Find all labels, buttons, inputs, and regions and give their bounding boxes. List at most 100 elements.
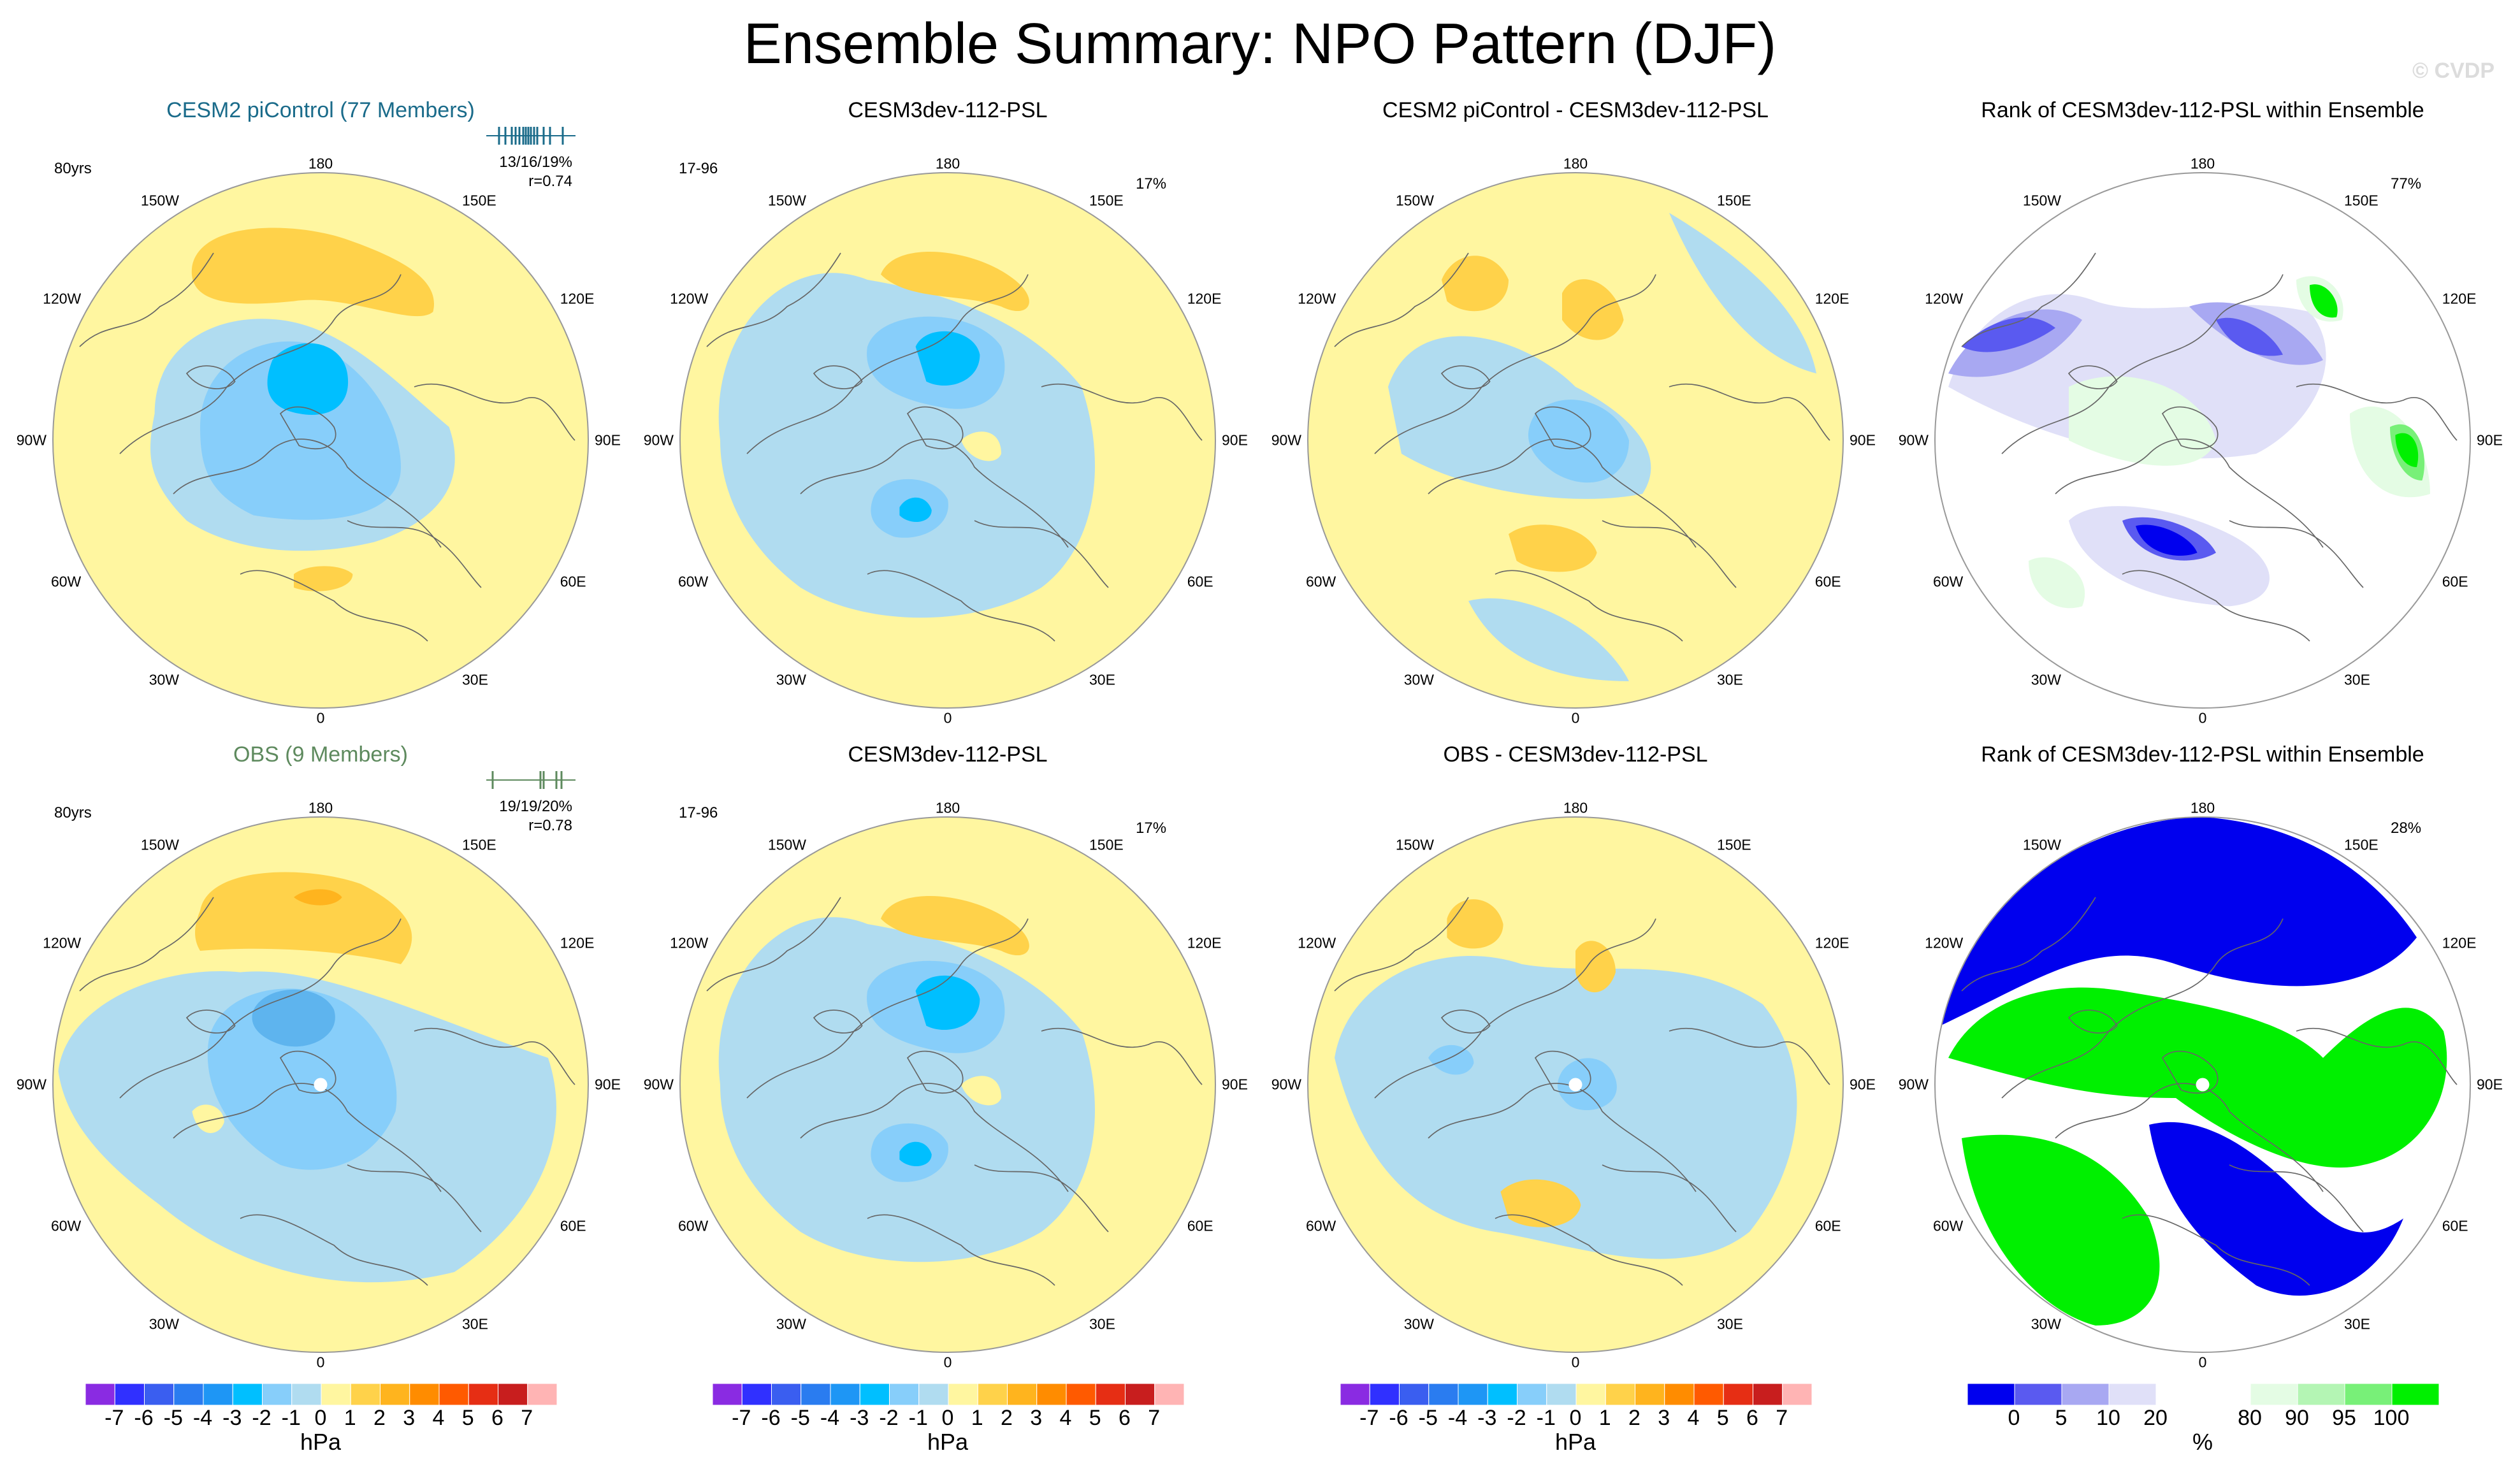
colorbar-tick-label: -3 bbox=[1477, 1406, 1497, 1430]
coastline bbox=[867, 570, 1055, 642]
coastline bbox=[2001, 274, 2284, 454]
longitude-label: 30W bbox=[2031, 671, 2061, 688]
longitude-label: 30W bbox=[776, 671, 806, 688]
longitude-label: 90E bbox=[1850, 431, 1876, 449]
colorbar-swatch bbox=[1125, 1383, 1155, 1406]
contour-region bbox=[2069, 376, 2216, 466]
coastline bbox=[2161, 406, 2219, 450]
colorbar-swatch bbox=[85, 1383, 115, 1406]
longitude-label: 180 bbox=[935, 799, 960, 816]
colorbar-tick-label: 5 bbox=[461, 1406, 474, 1430]
panel-title: CESM2 piControl (77 Members) bbox=[166, 98, 475, 122]
panel-stat-line: 13/16/19% bbox=[499, 154, 572, 171]
coastline bbox=[1669, 1027, 1830, 1085]
colorbar-swatch bbox=[948, 1383, 978, 1406]
colorbar-swatch bbox=[2250, 1383, 2298, 1406]
pole-marker bbox=[1568, 1078, 1582, 1092]
panel-title: CESM3dev-112-PSL bbox=[848, 98, 1048, 122]
coastline bbox=[119, 918, 402, 1099]
colorbar-tick-label: 3 bbox=[1030, 1406, 1043, 1430]
member-rank-strip bbox=[486, 127, 576, 145]
longitude-label: 30E bbox=[1717, 1315, 1743, 1333]
colorbar-unit-label: % bbox=[2192, 1429, 2213, 1455]
coastline bbox=[906, 406, 964, 450]
colorbar-swatch bbox=[1369, 1383, 1400, 1406]
contour-region bbox=[1468, 598, 1629, 681]
pole-marker bbox=[2196, 1078, 2210, 1092]
panel-stat-line: r=0.74 bbox=[528, 173, 572, 190]
panel-percent-label: 77% bbox=[2391, 175, 2422, 192]
map-border bbox=[679, 816, 1216, 1353]
coastline bbox=[347, 1164, 482, 1232]
longitude-label: 90E bbox=[1222, 431, 1248, 449]
longitude-label: 0 bbox=[316, 709, 325, 726]
contour-region bbox=[267, 343, 349, 416]
panel-title: Rank of CESM3dev-112-PSL within Ensemble bbox=[1981, 98, 2424, 122]
panel-percent-label: 17% bbox=[1136, 175, 1167, 192]
colorbar-tick-label: 0 bbox=[2008, 1406, 2020, 1430]
contour-region bbox=[881, 896, 1029, 956]
colorbar-swatch bbox=[438, 1383, 469, 1406]
colorbar-tick-label: 2 bbox=[373, 1406, 386, 1430]
polar-map bbox=[52, 816, 589, 1353]
colorbar-tick-label: -2 bbox=[252, 1406, 272, 1430]
colorbar-tick-label: 90 bbox=[2285, 1406, 2309, 1430]
colorbar-tick-label: 6 bbox=[1119, 1406, 1131, 1430]
colorbar-tick-label: -7 bbox=[732, 1406, 751, 1430]
longitude-label: 0 bbox=[2198, 709, 2207, 726]
longitude-label: 60W bbox=[677, 573, 709, 590]
contour-region bbox=[1962, 1134, 2160, 1326]
longitude-label: 150E bbox=[1717, 192, 1751, 209]
map-border bbox=[52, 172, 589, 709]
polar-map bbox=[679, 816, 1216, 1353]
longitude-label: 60E bbox=[1814, 1217, 1841, 1234]
colorbar bbox=[1967, 1383, 2440, 1406]
coastline bbox=[800, 1083, 1069, 1192]
colorbar-tick-label: 4 bbox=[1059, 1406, 1072, 1430]
contour-region bbox=[2310, 284, 2338, 318]
contour-region bbox=[881, 252, 1029, 312]
colorbar-swatch bbox=[409, 1383, 440, 1406]
colorbar-swatch bbox=[144, 1383, 175, 1406]
longitude-label: 90E bbox=[1222, 1076, 1248, 1093]
map-border bbox=[1307, 172, 1844, 709]
contour-region bbox=[1669, 213, 1816, 373]
coastline bbox=[414, 1027, 576, 1085]
panel-title: OBS - CESM3dev-112-PSL bbox=[1443, 742, 1708, 767]
longitude-label: 30E bbox=[462, 671, 488, 688]
colorbar-swatch bbox=[1340, 1383, 1370, 1406]
colorbar-tick-label: -2 bbox=[879, 1406, 899, 1430]
longitude-label: 120W bbox=[1925, 934, 1964, 951]
contour-region bbox=[2149, 1122, 2403, 1296]
coastline bbox=[906, 1050, 964, 1094]
colorbar bbox=[1340, 1383, 1813, 1406]
longitude-label: 60E bbox=[1814, 573, 1841, 590]
coastline bbox=[1495, 570, 1683, 642]
colorbar-swatch bbox=[114, 1383, 145, 1406]
coastline bbox=[240, 1214, 428, 1286]
longitude-label: 150E bbox=[462, 192, 496, 209]
colorbar-swatch bbox=[1517, 1383, 1547, 1406]
longitude-label: 150W bbox=[2022, 836, 2061, 853]
colorbar-tick-label: 0 bbox=[941, 1406, 954, 1430]
longitude-label: 0 bbox=[2198, 1354, 2207, 1371]
colorbar-tick-label: 0 bbox=[314, 1406, 327, 1430]
panel-stat-line: 19/19/20% bbox=[499, 798, 572, 815]
contour-region bbox=[191, 228, 435, 317]
colorbar-swatch bbox=[2391, 1383, 2440, 1406]
panel-period-label: 17-96 bbox=[679, 160, 718, 177]
colorbar-swatch bbox=[889, 1383, 920, 1406]
colorbar-swatch bbox=[1723, 1383, 1753, 1406]
coastline bbox=[185, 365, 236, 389]
coastline bbox=[2161, 1050, 2219, 1094]
colorbar-tick-label: 7 bbox=[1776, 1406, 1788, 1430]
longitude-label: 30W bbox=[148, 671, 179, 688]
colorbar-tick-label: 6 bbox=[1746, 1406, 1758, 1430]
colorbar-swatch bbox=[1154, 1383, 1185, 1406]
colorbar-swatch bbox=[321, 1383, 351, 1406]
coastline bbox=[79, 252, 214, 347]
longitude-label: 150E bbox=[462, 836, 496, 853]
longitude-label: 120E bbox=[1814, 290, 1850, 307]
coastline bbox=[1334, 252, 1469, 347]
longitude-label: 150W bbox=[767, 192, 806, 209]
